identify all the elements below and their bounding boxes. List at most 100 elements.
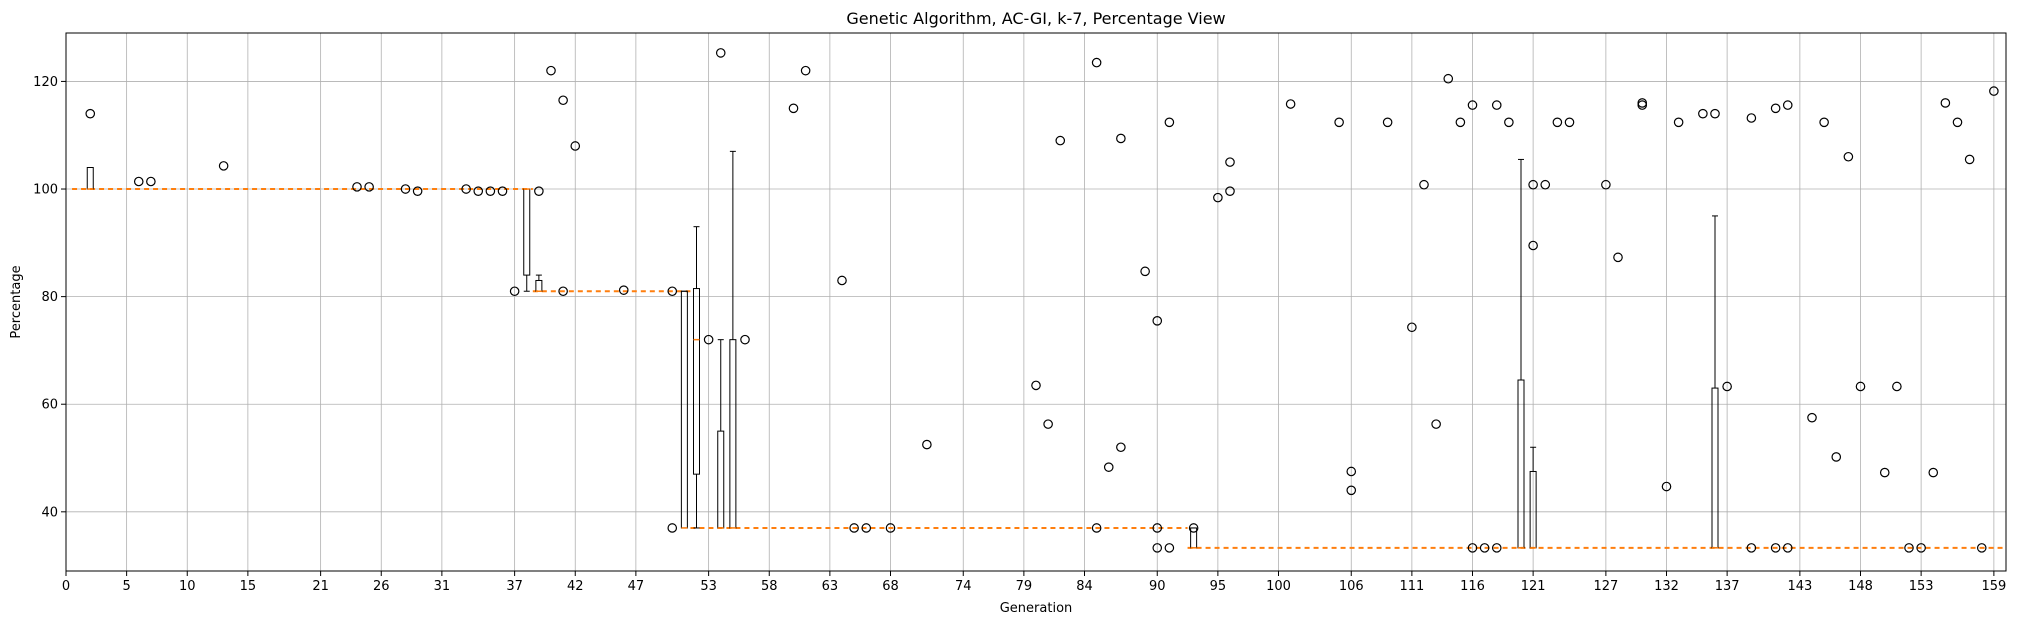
outlier-point (1552, 117, 1563, 128)
x-tick-label: 79 (1016, 579, 1033, 594)
outlier-point (1091, 523, 1102, 533)
x-tick-label: 47 (628, 579, 645, 594)
outlier-point (849, 523, 859, 533)
x-tick-label: 148 (1848, 579, 1873, 594)
outlier-point (509, 286, 520, 297)
x-tick-label: 68 (882, 579, 899, 594)
outlier-point (133, 176, 144, 187)
outlier-point (461, 184, 471, 194)
outlier-point (1952, 117, 1963, 128)
outlier-point (861, 523, 872, 533)
outlier-point (715, 48, 726, 58)
outlier-point (1164, 117, 1175, 128)
box-body (1711, 387, 1719, 549)
outlier-point (1491, 100, 1502, 110)
y-tick-label: 120 (33, 75, 58, 90)
outlier-point (558, 286, 568, 297)
outlier-point (1213, 192, 1223, 203)
x-tick-label: 15 (240, 579, 257, 594)
x-tick-label: 95 (1210, 579, 1227, 594)
outlier-point (1819, 117, 1829, 128)
outlier-point (1043, 419, 1053, 429)
outlier-point (1479, 543, 1490, 553)
y-tick-label: 80 (41, 290, 58, 305)
y-axis-label: Percentage (9, 265, 24, 338)
x-tick-label: 63 (822, 579, 839, 594)
outlier-point (1103, 462, 1114, 472)
x-axis-ticks: 0 5 10 15 21 26 31 37 42 47 53 58 63 68 74 79 84 90 95 100 1… (62, 571, 2006, 594)
outlier-point (1152, 523, 1163, 533)
outlier-point (400, 184, 411, 194)
y-tick-label: 40 (41, 505, 58, 520)
x-tick-label: 37 (506, 579, 523, 594)
outlier-point (1746, 113, 1757, 123)
outlier-point (497, 186, 508, 196)
outlier-point (1528, 179, 1538, 190)
x-axis-label: Generation (1000, 601, 1073, 616)
outlier-point (1989, 86, 1999, 96)
x-tick-label: 100 (1266, 579, 1291, 594)
plot-frame (65, 32, 2007, 572)
x-tick-label: 116 (1460, 579, 1485, 594)
x-tick-label: 53 (700, 579, 717, 594)
outlier-point (1940, 98, 1951, 108)
outlier-point (1091, 57, 1102, 68)
outlier-point (1831, 452, 1842, 462)
boxes (86, 150, 1719, 549)
outlier-point (1116, 442, 1126, 453)
outlier-point (218, 161, 229, 171)
x-tick-label: 111 (1399, 579, 1424, 594)
outlier-point (1661, 481, 1672, 492)
x-tick-label: 143 (1787, 579, 1812, 594)
x-tick-label: 10 (179, 579, 196, 594)
x-tick-label: 90 (1149, 579, 1166, 594)
chart-title: Genetic Algorithm, AC-GI, k-7, Percentag… (846, 9, 1225, 28)
box-body (1517, 379, 1525, 549)
outlier-point (570, 141, 581, 151)
x-tick-label: 84 (1076, 579, 1093, 594)
outlier-point (1116, 133, 1126, 144)
outlier-point (1855, 381, 1866, 392)
outlier-point (146, 176, 156, 187)
outlier-point (1770, 103, 1781, 114)
median-lines (72, 188, 2006, 549)
outlier-point (352, 182, 362, 192)
outlier-point (667, 523, 678, 533)
outlier-point (1467, 543, 1478, 553)
x-tick-label: 74 (955, 579, 972, 594)
outlier-point (800, 65, 811, 76)
outlier-point (618, 285, 629, 295)
outlier-point (1188, 523, 1199, 533)
outlier-point (1698, 108, 1708, 119)
outlier-point (1140, 266, 1150, 277)
x-tick-label: 137 (1715, 579, 1740, 594)
grid-lines (65, 33, 2006, 571)
y-tick-label: 60 (41, 398, 58, 413)
outlier-point (1431, 419, 1441, 429)
box-body (680, 290, 688, 529)
x-tick-label: 159 (1981, 579, 2006, 594)
outlier-point (1673, 117, 1684, 128)
outlier-point (1710, 108, 1720, 119)
outlier-point (1928, 467, 1939, 478)
box-body (729, 339, 737, 529)
outlier-point (534, 186, 544, 196)
box-body (717, 430, 725, 529)
x-tick-label: 132 (1654, 579, 1679, 594)
outlier-point (1055, 135, 1066, 146)
outlier-point (1964, 154, 1975, 165)
outlier-point (412, 186, 423, 196)
outlier-point (922, 439, 932, 450)
outlier-point (1443, 73, 1454, 84)
y-axis-ticks: 40 60 80 100 120 (33, 75, 66, 520)
x-tick-label: 21 (312, 579, 329, 594)
outlier-point (1613, 252, 1623, 263)
outlier-point (1843, 151, 1854, 162)
y-tick-label: 100 (33, 183, 58, 198)
outlier-point (1722, 381, 1732, 392)
outlier-point (1892, 381, 1902, 392)
outlier-point (1976, 543, 1987, 553)
outlier-point (837, 275, 847, 286)
box-body (535, 279, 543, 292)
outlier-point (1601, 179, 1611, 190)
